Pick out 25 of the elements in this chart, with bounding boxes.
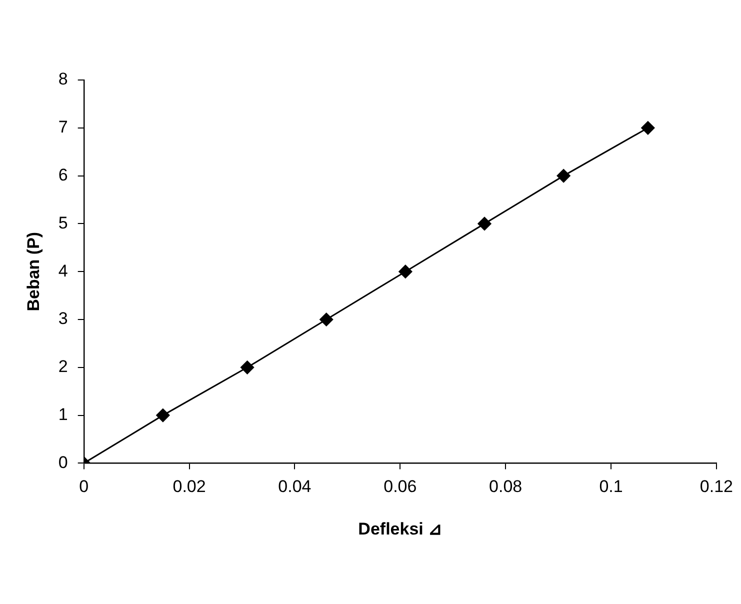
point bbox=[156, 408, 170, 422]
y-axis-title: Beban (P) bbox=[24, 232, 43, 312]
x-tick-label: 0.06 bbox=[384, 477, 417, 496]
y-tick-label: 0 bbox=[58, 452, 68, 472]
point bbox=[556, 169, 570, 183]
point bbox=[478, 216, 492, 230]
x-axis-title: Defleksi ⊿ bbox=[358, 519, 442, 538]
y-tick-label: 7 bbox=[58, 118, 68, 137]
x-tick-label: 0 bbox=[79, 477, 89, 496]
point bbox=[240, 360, 254, 374]
y-tick-label: 8 bbox=[58, 70, 68, 89]
point bbox=[641, 121, 655, 135]
x-tick-label: 0.08 bbox=[489, 477, 522, 496]
x-tick-label: 0.02 bbox=[172, 477, 206, 496]
y-tick-label: 4 bbox=[58, 261, 68, 280]
x-tick-label: 0.1 bbox=[599, 477, 623, 496]
y-tick-label: 3 bbox=[58, 309, 68, 328]
y-tick-label: 2 bbox=[58, 357, 68, 376]
y-tick-label: 6 bbox=[58, 165, 68, 184]
point bbox=[320, 312, 334, 326]
x-tick-label: 0.04 bbox=[278, 477, 312, 496]
y-tick-label: 5 bbox=[58, 213, 68, 232]
point bbox=[398, 264, 412, 278]
x-tick-label: 0.12 bbox=[700, 477, 734, 496]
y-tick-label: 1 bbox=[58, 404, 68, 424]
